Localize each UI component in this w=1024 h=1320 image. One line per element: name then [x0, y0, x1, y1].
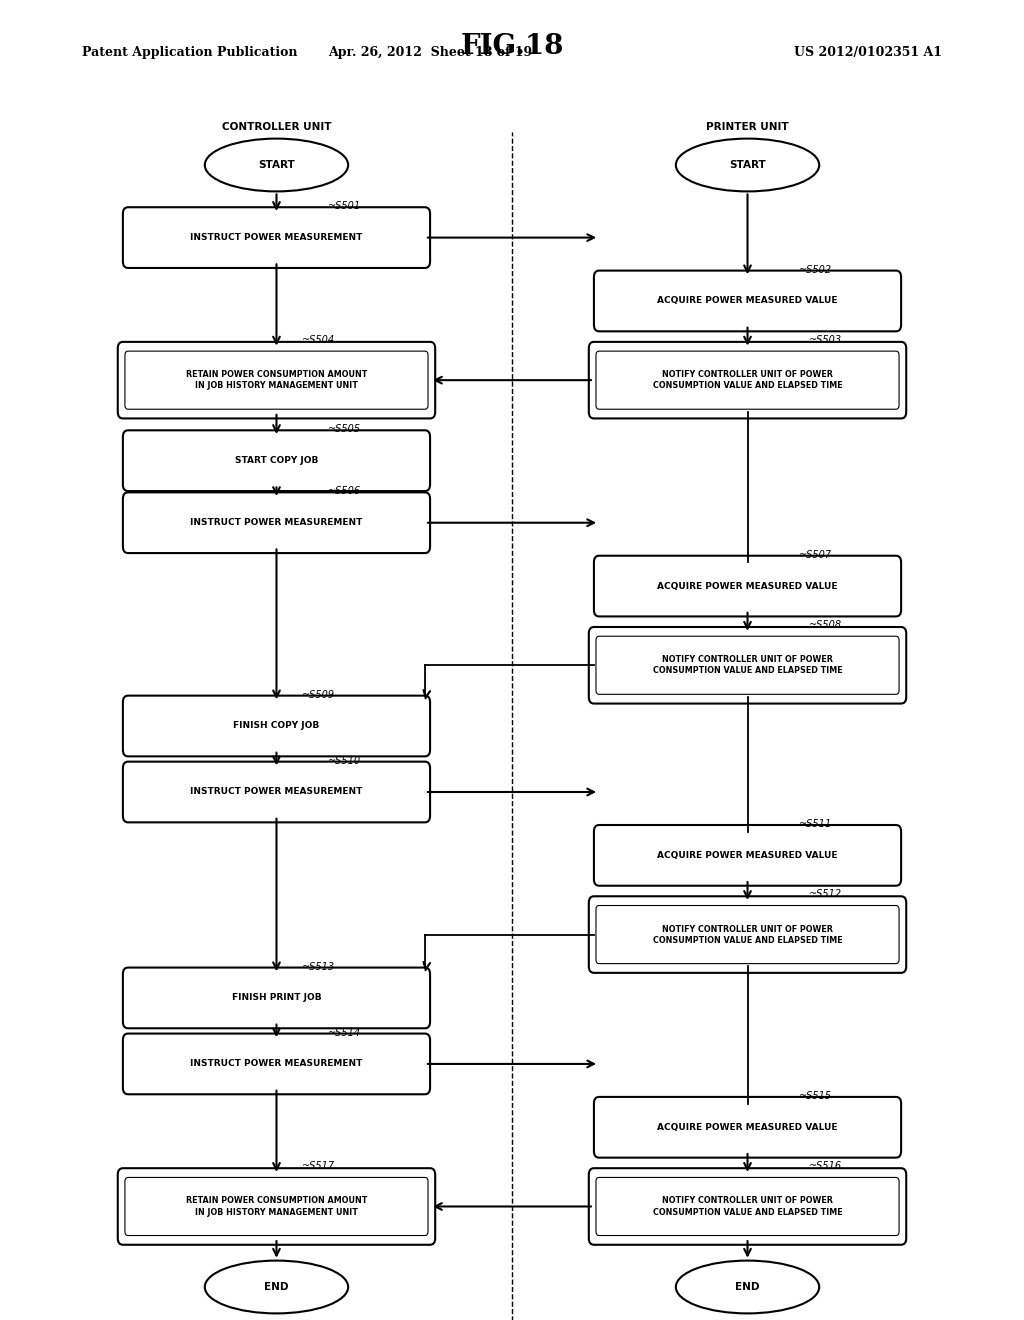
- Ellipse shape: [676, 139, 819, 191]
- Text: FINISH PRINT JOB: FINISH PRINT JOB: [231, 994, 322, 1002]
- FancyBboxPatch shape: [125, 351, 428, 409]
- FancyBboxPatch shape: [123, 968, 430, 1028]
- Text: NOTIFY CONTROLLER UNIT OF POWER
CONSUMPTION VALUE AND ELAPSED TIME: NOTIFY CONTROLLER UNIT OF POWER CONSUMPT…: [652, 370, 843, 391]
- Text: ACQUIRE POWER MEASURED VALUE: ACQUIRE POWER MEASURED VALUE: [657, 297, 838, 305]
- Ellipse shape: [676, 1261, 819, 1313]
- FancyBboxPatch shape: [123, 1034, 430, 1094]
- FancyBboxPatch shape: [596, 636, 899, 694]
- Text: INSTRUCT POWER MEASUREMENT: INSTRUCT POWER MEASUREMENT: [190, 1060, 362, 1068]
- FancyBboxPatch shape: [594, 1097, 901, 1158]
- Text: PRINTER UNIT: PRINTER UNIT: [707, 121, 788, 132]
- FancyBboxPatch shape: [123, 430, 430, 491]
- Text: ~S511: ~S511: [799, 818, 831, 829]
- FancyBboxPatch shape: [118, 342, 435, 418]
- Text: START: START: [258, 160, 295, 170]
- FancyBboxPatch shape: [589, 1168, 906, 1245]
- Text: ~S516: ~S516: [809, 1160, 842, 1171]
- Text: INSTRUCT POWER MEASUREMENT: INSTRUCT POWER MEASUREMENT: [190, 519, 362, 527]
- FancyBboxPatch shape: [589, 896, 906, 973]
- FancyBboxPatch shape: [123, 207, 430, 268]
- Text: Apr. 26, 2012  Sheet 18 of 19: Apr. 26, 2012 Sheet 18 of 19: [328, 46, 532, 59]
- Text: INSTRUCT POWER MEASUREMENT: INSTRUCT POWER MEASUREMENT: [190, 788, 362, 796]
- Text: FINISH COPY JOB: FINISH COPY JOB: [233, 722, 319, 730]
- Text: ~S517: ~S517: [302, 1160, 335, 1171]
- Ellipse shape: [205, 139, 348, 191]
- Text: ~S501: ~S501: [328, 201, 360, 211]
- FancyBboxPatch shape: [589, 342, 906, 418]
- FancyBboxPatch shape: [118, 1168, 435, 1245]
- Text: ~S503: ~S503: [809, 334, 842, 345]
- Text: ACQUIRE POWER MEASURED VALUE: ACQUIRE POWER MEASURED VALUE: [657, 582, 838, 590]
- FancyBboxPatch shape: [123, 492, 430, 553]
- FancyBboxPatch shape: [596, 1177, 899, 1236]
- FancyBboxPatch shape: [123, 762, 430, 822]
- Text: ~S510: ~S510: [328, 755, 360, 766]
- Text: START COPY JOB: START COPY JOB: [234, 457, 318, 465]
- Text: ~S514: ~S514: [328, 1027, 360, 1038]
- Text: INSTRUCT POWER MEASUREMENT: INSTRUCT POWER MEASUREMENT: [190, 234, 362, 242]
- Text: FIG.18: FIG.18: [460, 33, 564, 59]
- Text: NOTIFY CONTROLLER UNIT OF POWER
CONSUMPTION VALUE AND ELAPSED TIME: NOTIFY CONTROLLER UNIT OF POWER CONSUMPT…: [652, 1196, 843, 1217]
- Text: END: END: [735, 1282, 760, 1292]
- FancyBboxPatch shape: [589, 627, 906, 704]
- Text: ~S508: ~S508: [809, 619, 842, 630]
- Text: ~S504: ~S504: [302, 334, 335, 345]
- Text: ~S513: ~S513: [302, 961, 335, 972]
- FancyBboxPatch shape: [594, 271, 901, 331]
- Text: ~S512: ~S512: [809, 888, 842, 899]
- Text: Patent Application Publication: Patent Application Publication: [82, 46, 297, 59]
- FancyBboxPatch shape: [596, 351, 899, 409]
- Text: ACQUIRE POWER MEASURED VALUE: ACQUIRE POWER MEASURED VALUE: [657, 1123, 838, 1131]
- Text: US 2012/0102351 A1: US 2012/0102351 A1: [794, 46, 942, 59]
- FancyBboxPatch shape: [125, 1177, 428, 1236]
- Text: CONTROLLER UNIT: CONTROLLER UNIT: [222, 121, 331, 132]
- Text: NOTIFY CONTROLLER UNIT OF POWER
CONSUMPTION VALUE AND ELAPSED TIME: NOTIFY CONTROLLER UNIT OF POWER CONSUMPT…: [652, 924, 843, 945]
- Text: RETAIN POWER CONSUMPTION AMOUNT
IN JOB HISTORY MANAGEMENT UNIT: RETAIN POWER CONSUMPTION AMOUNT IN JOB H…: [185, 1196, 368, 1217]
- Text: START: START: [729, 160, 766, 170]
- Text: ~S507: ~S507: [799, 549, 831, 560]
- FancyBboxPatch shape: [596, 906, 899, 964]
- Text: ~S506: ~S506: [328, 486, 360, 496]
- Text: NOTIFY CONTROLLER UNIT OF POWER
CONSUMPTION VALUE AND ELAPSED TIME: NOTIFY CONTROLLER UNIT OF POWER CONSUMPT…: [652, 655, 843, 676]
- Text: ~S509: ~S509: [302, 689, 335, 700]
- FancyBboxPatch shape: [123, 696, 430, 756]
- Text: RETAIN POWER CONSUMPTION AMOUNT
IN JOB HISTORY MANAGEMENT UNIT: RETAIN POWER CONSUMPTION AMOUNT IN JOB H…: [185, 370, 368, 391]
- Text: ~S505: ~S505: [328, 424, 360, 434]
- Text: ~S515: ~S515: [799, 1090, 831, 1101]
- Text: ~S502: ~S502: [799, 264, 831, 275]
- FancyBboxPatch shape: [594, 556, 901, 616]
- Ellipse shape: [205, 1261, 348, 1313]
- Text: ACQUIRE POWER MEASURED VALUE: ACQUIRE POWER MEASURED VALUE: [657, 851, 838, 859]
- Text: END: END: [264, 1282, 289, 1292]
- FancyBboxPatch shape: [594, 825, 901, 886]
